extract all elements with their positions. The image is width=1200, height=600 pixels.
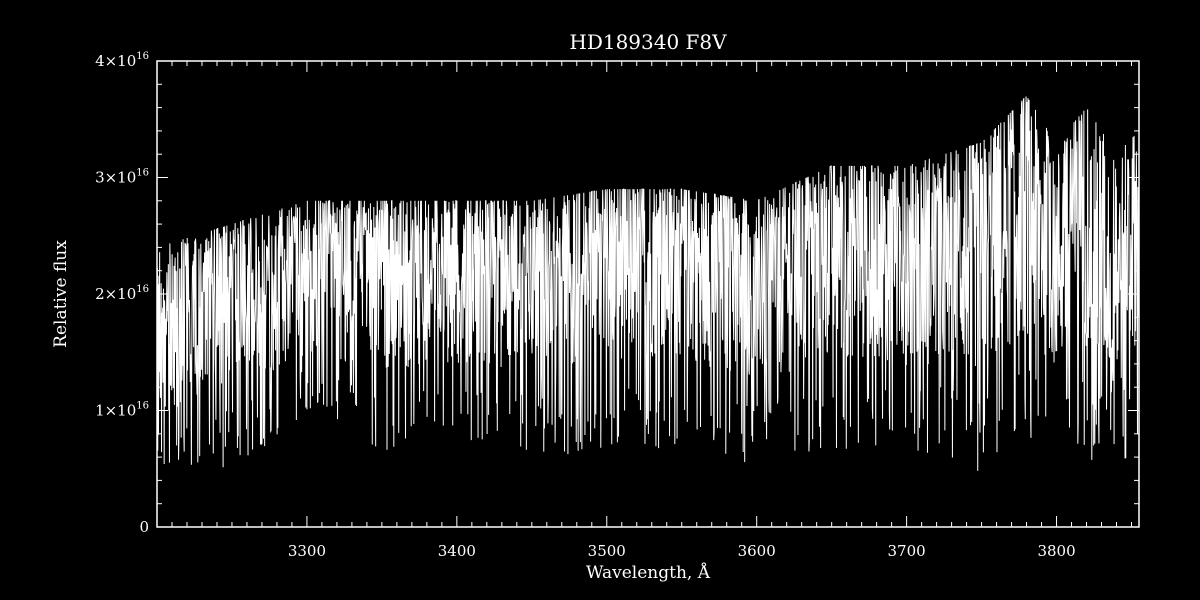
x-tick-label: 3600: [738, 542, 776, 560]
y-tick-label: 2×1016: [95, 284, 149, 303]
x-tick-label: 3700: [888, 542, 926, 560]
chart-title: HD189340 F8V: [569, 30, 727, 54]
x-tick-label: 3800: [1037, 542, 1075, 560]
y-axis-label: Relative flux: [51, 240, 71, 348]
y-tick-label: 4×1016: [95, 51, 149, 70]
x-tick-label: 3400: [438, 542, 476, 560]
y-tick-label: 0: [139, 518, 149, 536]
x-tick-label: 3500: [588, 542, 626, 560]
x-axis: 3300 3400 3500 3600 3700 3800: [171, 61, 1133, 560]
x-tick-label: 3300: [288, 542, 326, 560]
plot-area: [156, 96, 1140, 471]
x-axis-label: Wavelength, Å: [586, 562, 711, 583]
y-axis: 0 1×1016 2×1016 3×1016 4×1016: [95, 51, 1139, 536]
y-tick-label: 3×1016: [95, 168, 149, 187]
y-tick-label: 1×1016: [95, 401, 149, 420]
spectrum-line: [156, 96, 1140, 471]
